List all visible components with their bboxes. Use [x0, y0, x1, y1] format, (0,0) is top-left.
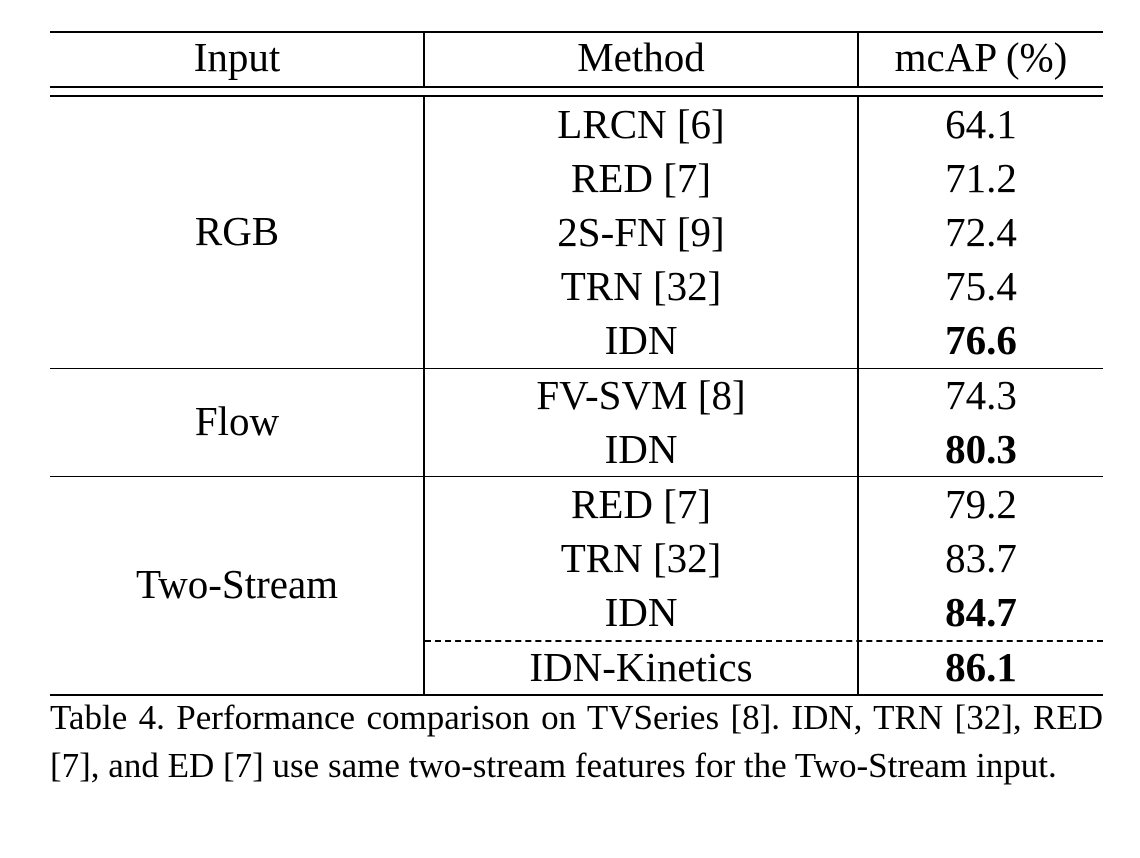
table-caption: Table 4. Performance comparison on TVSer… — [50, 698, 1103, 785]
header-method: Method — [577, 34, 705, 80]
score-cell: 64.1 — [945, 101, 1017, 147]
group-label-rgb: RGB — [194, 208, 280, 254]
score-cell: 72.4 — [945, 209, 1017, 255]
score-cell-best: 76.6 — [945, 317, 1017, 363]
method-cell: TRN [32] — [560, 263, 722, 309]
table-bottom-rule — [50, 694, 1103, 696]
method-cell: RED [7] — [570, 155, 712, 201]
score-cell: 79.2 — [945, 481, 1017, 527]
score-cell: 71.2 — [945, 155, 1017, 201]
score-cell-best: 80.3 — [945, 426, 1017, 472]
score-cell: 74.3 — [945, 372, 1017, 418]
group-label-two-stream: Two-Stream — [135, 561, 339, 607]
score-cell: 75.4 — [945, 263, 1017, 309]
method-cell: 2S-FN [9] — [557, 209, 725, 255]
header-double-rule-top — [50, 86, 1103, 88]
score-cell: 83.7 — [945, 535, 1017, 581]
group-separator-rgb — [50, 368, 1103, 369]
header-double-rule-bottom — [50, 95, 1103, 97]
score-cell-best: 86.1 — [945, 644, 1017, 690]
method-cell: IDN — [604, 317, 678, 363]
method-cell: TRN [32] — [560, 535, 722, 581]
header-score: mcAP (%) — [894, 34, 1068, 80]
dashed-separator-kinetics — [425, 640, 1103, 642]
table-top-rule — [50, 31, 1103, 33]
column-divider-method-score — [857, 96, 859, 695]
method-cell: IDN — [604, 426, 678, 472]
score-cell-best: 84.7 — [945, 589, 1017, 635]
method-cell: IDN-Kinetics — [529, 644, 753, 690]
method-cell: LRCN [6] — [557, 101, 725, 147]
group-label-flow: Flow — [194, 398, 280, 444]
method-cell: FV-SVM [8] — [536, 372, 746, 418]
header-input: Input — [193, 34, 281, 80]
column-divider-input-method — [423, 96, 425, 695]
method-cell: RED [7] — [570, 481, 712, 527]
method-cell: IDN — [604, 589, 678, 635]
column-divider-method-score-header — [857, 31, 859, 87]
column-divider-input-method-header — [423, 31, 425, 87]
group-separator-flow — [50, 476, 1103, 477]
